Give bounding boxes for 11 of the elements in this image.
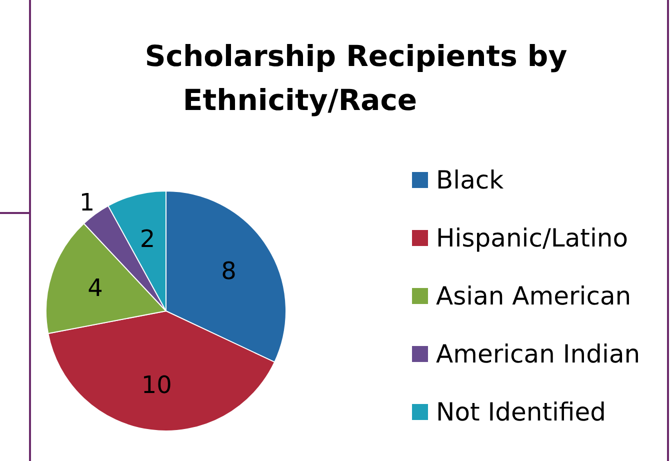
data-label: 2 bbox=[140, 224, 156, 253]
legend-label: Hispanic/Latino bbox=[436, 224, 628, 252]
legend-label: Not Identified bbox=[436, 398, 606, 426]
data-label: 10 bbox=[141, 370, 172, 399]
legend-label: Asian American bbox=[436, 282, 632, 310]
data-label: 4 bbox=[88, 274, 103, 302]
data-label: 1 bbox=[79, 188, 95, 216]
legend-label: Black bbox=[436, 166, 504, 194]
legend-label: American Indian bbox=[436, 340, 640, 368]
data-label: 8 bbox=[221, 257, 236, 286]
chart-title: Scholarship Recipients by Ethnicity/Race bbox=[144, 39, 568, 117]
